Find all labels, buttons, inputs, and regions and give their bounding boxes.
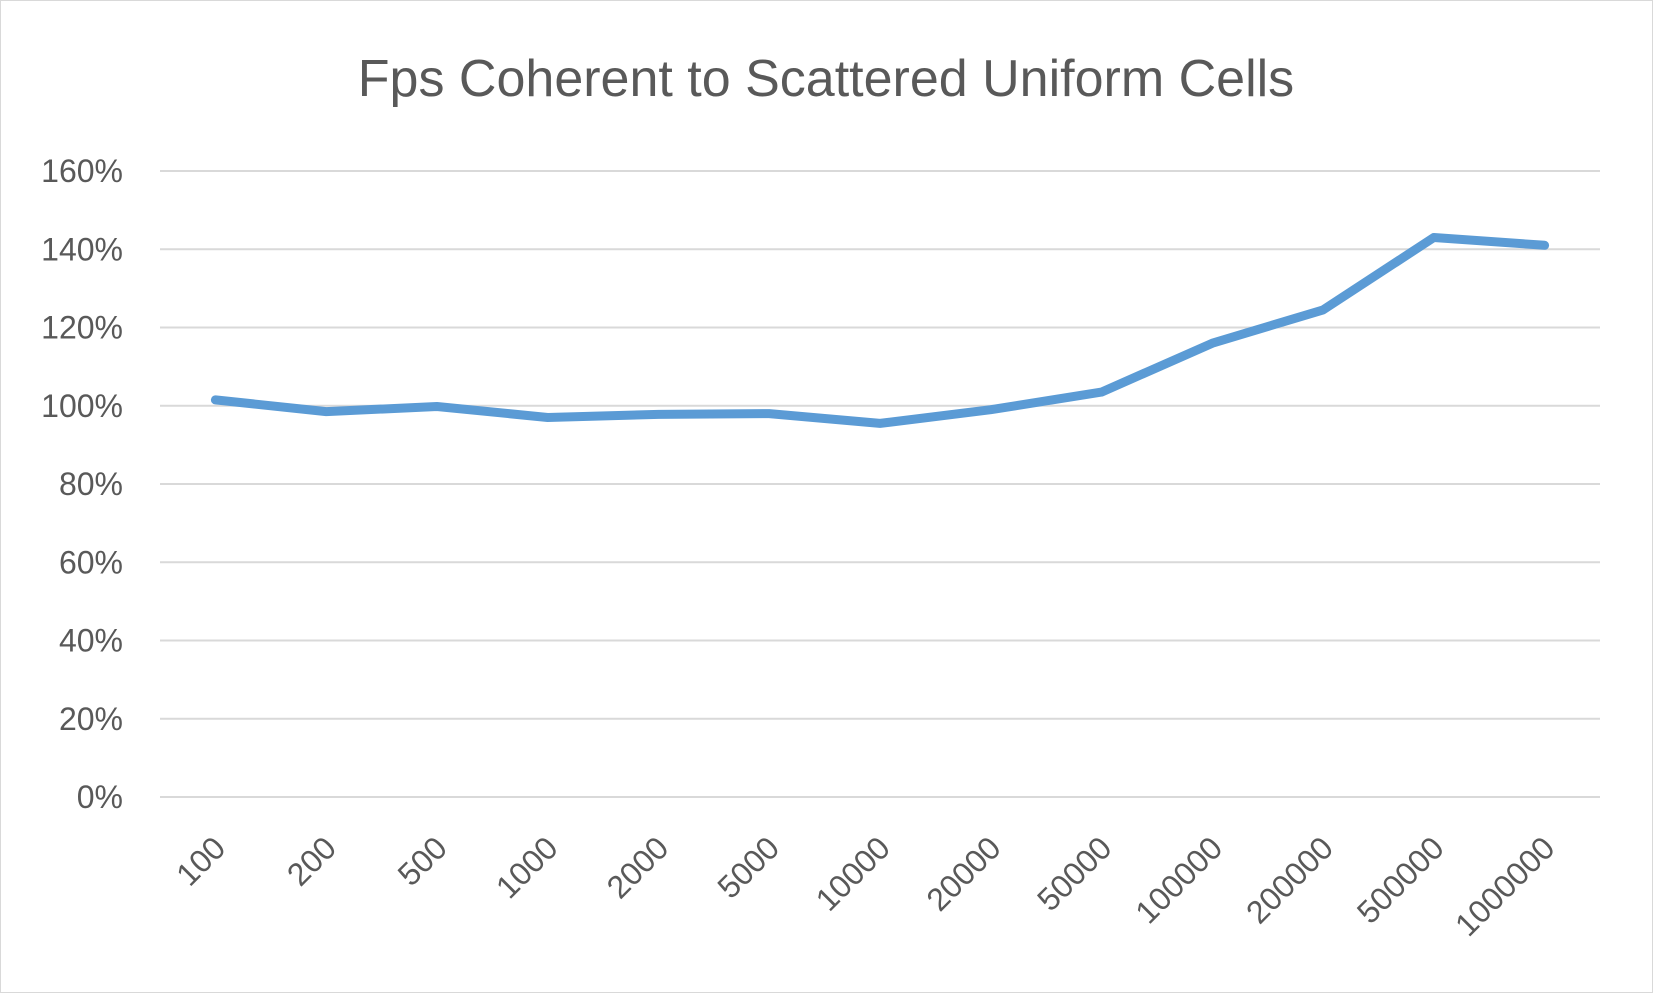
y-tick-label: 160%: [41, 153, 123, 189]
x-tick-label: 50000: [1030, 829, 1118, 917]
x-tick-label: 500000: [1350, 829, 1451, 930]
y-tick-label: 100%: [41, 388, 123, 424]
series-line: [210, 233, 1550, 428]
y-tick-label: 120%: [41, 310, 123, 346]
x-tick-label: 1000: [489, 829, 565, 905]
x-tick-label: 10000: [809, 829, 897, 917]
y-axis-ticks: 0% 20% 40% 60% 80% 100% 120% 140% 160%: [41, 153, 123, 815]
x-tick-label: 200: [280, 829, 343, 892]
x-tick-label: 5000: [710, 829, 786, 905]
x-tick-label: 100: [169, 829, 232, 892]
y-tick-label: 40%: [59, 623, 123, 659]
x-tick-label: 1000000: [1448, 829, 1562, 943]
y-tick-label: 140%: [41, 231, 123, 267]
chart-title: Fps Coherent to Scattered Uniform Cells: [358, 50, 1294, 108]
y-tick-label: 60%: [59, 544, 123, 580]
x-tick-label: 20000: [919, 829, 1007, 917]
y-tick-label: 0%: [77, 779, 123, 815]
x-tick-label: 2000: [600, 829, 676, 905]
x-tick-label: 500: [391, 829, 454, 892]
series-layer: [210, 233, 1550, 428]
x-axis-ticks: 100 200 500 1000 2000 5000 10000 20000 50000 1000…: [169, 829, 1561, 943]
y-tick-label: 80%: [59, 466, 123, 502]
x-tick-label: 100000: [1128, 829, 1229, 930]
gridlines: [160, 170, 1600, 798]
y-tick-label: 20%: [59, 701, 123, 737]
x-tick-label: 200000: [1239, 829, 1340, 930]
